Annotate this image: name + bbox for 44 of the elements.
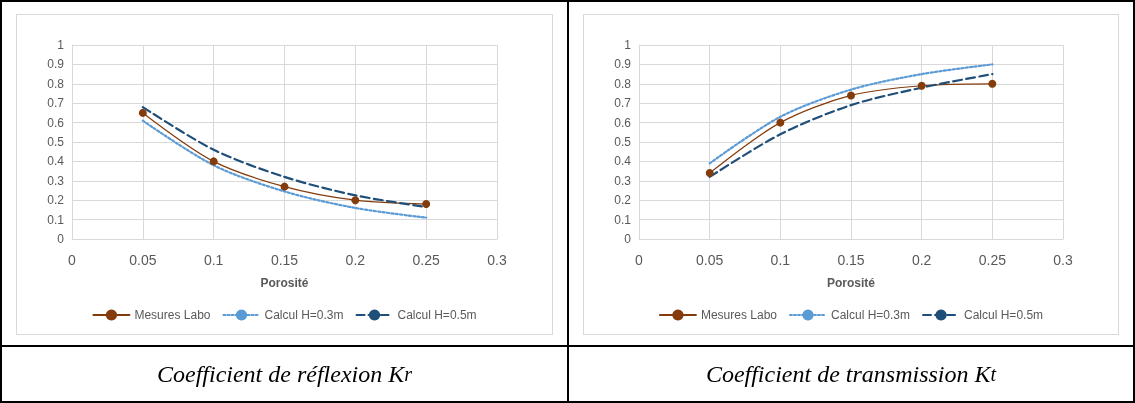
y-tick-label: 0.3	[47, 173, 65, 188]
y-tick-label: 0.8	[614, 76, 632, 91]
x-tick-label: 0.15	[837, 252, 865, 268]
y-tick-label: 0.5	[47, 135, 65, 149]
y-tick-label: 0.2	[47, 193, 65, 208]
x-tick-label: 0.2	[345, 252, 366, 268]
y-tick-label: 0.7	[47, 96, 65, 111]
y-tick-label: 0.4	[47, 154, 65, 169]
y-tick-label: 1	[624, 38, 632, 52]
x-tick-label: 0.1	[203, 252, 224, 268]
y-tick-label: 0.4	[614, 154, 632, 169]
y-tick-label: 0.6	[614, 115, 632, 130]
y-tick-label: 1	[57, 38, 65, 52]
x-tick-label: 0.25	[978, 252, 1007, 268]
legend-label: Calcul H=0.5m	[397, 308, 477, 322]
y-tick-label: 0.9	[614, 57, 632, 72]
x-tick-label: 0.3	[487, 252, 507, 268]
x-tick-label: 0.05	[129, 252, 157, 268]
y-tick-label: 0.3	[614, 173, 632, 188]
x-tick-label: 0	[635, 252, 644, 268]
x-tick-label: 0.05	[696, 252, 724, 268]
legend-label: Calcul H=0.3m	[264, 308, 344, 322]
y-tick-label: 0	[57, 232, 65, 246]
x-tick-label: 0.2	[911, 252, 932, 268]
y-tick-label: 0.1	[614, 212, 632, 227]
y-tick-label: 0.7	[614, 96, 632, 111]
x-axis-title: Porosité	[826, 276, 876, 290]
y-tick-label: 0.9	[47, 57, 65, 72]
y-tick-label: 0.2	[614, 193, 632, 208]
x-axis-title: Porosité	[260, 276, 309, 290]
x-tick-label: 0.3	[1053, 252, 1073, 268]
legend-label: Calcul H=0.3m	[830, 308, 911, 322]
legend-label: Mesures Labo	[134, 308, 211, 322]
x-tick-label: 0.15	[270, 252, 299, 268]
x-tick-label: 0.25	[412, 252, 440, 268]
y-tick-label: 0	[624, 232, 632, 246]
y-tick-label: 0.8	[47, 76, 65, 91]
legend-label: Calcul H=0.5m	[964, 308, 1044, 322]
x-tick-label: 0.1	[770, 252, 791, 268]
x-tick-label: 0	[68, 252, 77, 268]
y-tick-label: 0.5	[614, 135, 632, 149]
legend-label: Mesures Labo	[700, 308, 778, 322]
y-tick-label: 0.1	[47, 212, 65, 227]
y-tick-label: 0.6	[47, 115, 65, 130]
